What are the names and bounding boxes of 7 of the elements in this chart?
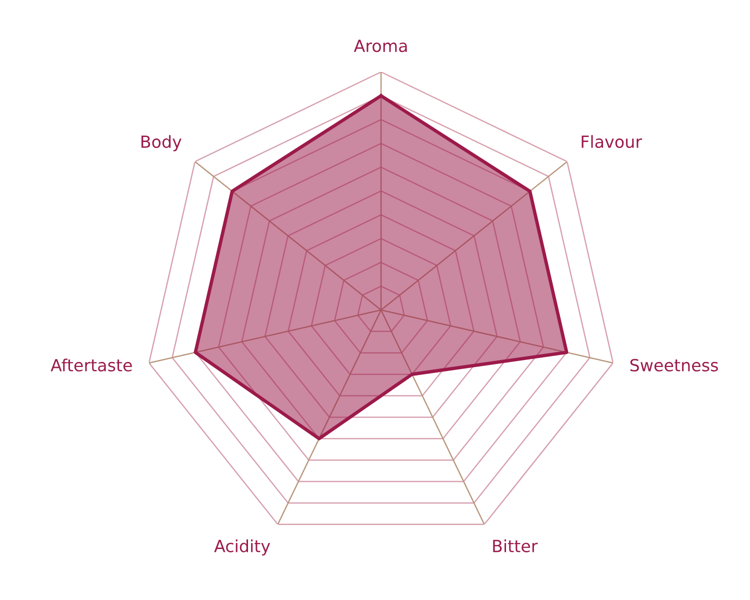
spoke-label: Flavour	[582, 135, 642, 148]
spoke-label: Aftertaste	[50, 358, 132, 372]
spoke-label: Bitter	[493, 539, 538, 552]
spoke-label: Acidity	[214, 539, 270, 556]
spoke-label: Sweetness	[630, 358, 718, 372]
spoke-label: Body	[142, 135, 182, 152]
spoke-label: Aroma	[354, 40, 407, 52]
